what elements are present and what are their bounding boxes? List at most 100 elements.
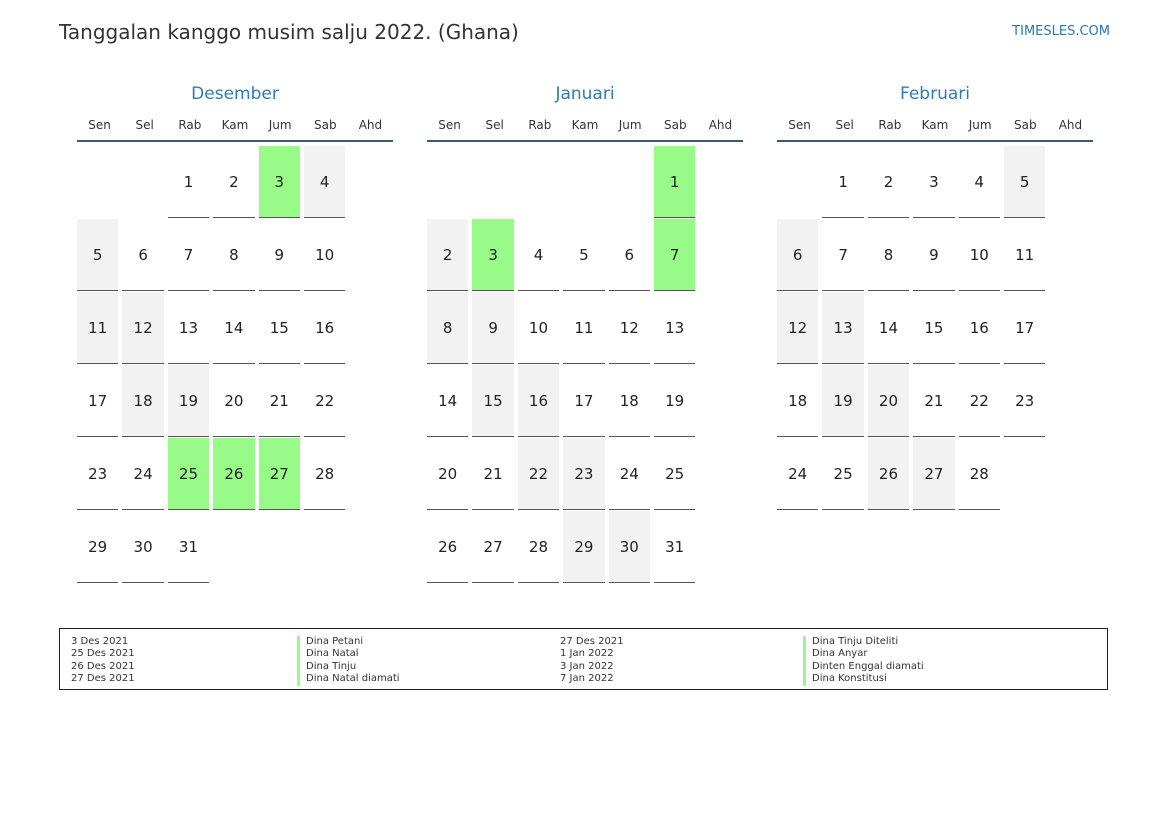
day-cell[interactable]: 24 xyxy=(608,438,654,511)
day-cell[interactable]: 1 xyxy=(822,146,867,219)
day-cell[interactable]: 3 xyxy=(913,146,958,219)
day-cell[interactable]: 22 xyxy=(517,438,563,511)
day-number: 30 xyxy=(608,511,650,583)
day-cell[interactable]: 23 xyxy=(563,438,608,511)
day-cell[interactable]: 16 xyxy=(517,365,563,438)
day-cell[interactable]: 21 xyxy=(913,365,958,438)
day-cell[interactable]: 28 xyxy=(303,438,349,511)
day-cell[interactable]: 14 xyxy=(427,365,472,438)
day-cell[interactable]: 15 xyxy=(472,365,517,438)
day-cell[interactable]: 4 xyxy=(303,146,349,219)
day-cell[interactable]: 2 xyxy=(867,146,913,219)
day-cell[interactable]: 18 xyxy=(777,365,822,438)
holiday-day-cell[interactable]: 7 xyxy=(653,219,699,292)
day-cell[interactable]: 27 xyxy=(472,511,517,584)
legend-holiday-name: Dina Tinju xyxy=(297,660,400,674)
day-cell[interactable]: 8 xyxy=(213,219,258,292)
day-cell[interactable]: 13 xyxy=(822,292,867,365)
day-cell[interactable]: 5 xyxy=(77,219,122,292)
day-cell[interactable]: 5 xyxy=(563,219,608,292)
day-cell[interactable]: 31 xyxy=(653,511,699,584)
day-cell[interactable]: 19 xyxy=(167,365,213,438)
day-number: 2 xyxy=(867,146,910,218)
day-cell[interactable]: 5 xyxy=(1003,146,1049,219)
day-cell[interactable]: 25 xyxy=(653,438,699,511)
day-cell[interactable]: 20 xyxy=(427,438,472,511)
day-cell[interactable]: 11 xyxy=(1003,219,1049,292)
site-link[interactable]: TIMESLES.COM xyxy=(1012,24,1110,39)
day-cell[interactable]: 13 xyxy=(167,292,213,365)
day-cell[interactable]: 24 xyxy=(777,438,822,511)
day-cell[interactable]: 12 xyxy=(777,292,822,365)
day-cell[interactable]: 8 xyxy=(427,292,472,365)
day-cell[interactable]: 10 xyxy=(517,292,563,365)
day-cell[interactable]: 26 xyxy=(867,438,913,511)
day-cell[interactable]: 12 xyxy=(122,292,167,365)
day-cell[interactable]: 11 xyxy=(563,292,608,365)
day-cell[interactable]: 28 xyxy=(958,438,1004,511)
day-cell[interactable]: 23 xyxy=(1003,365,1049,438)
day-cell[interactable]: 17 xyxy=(77,365,122,438)
day-cell[interactable]: 28 xyxy=(517,511,563,584)
day-cell[interactable]: 6 xyxy=(777,219,822,292)
day-cell[interactable]: 10 xyxy=(303,219,349,292)
month-name: Desember xyxy=(191,84,279,104)
day-cell[interactable]: 6 xyxy=(122,219,167,292)
holiday-day-cell[interactable]: 25 xyxy=(167,438,213,511)
holiday-day-cell[interactable]: 3 xyxy=(258,146,304,219)
day-cell[interactable]: 25 xyxy=(822,438,867,511)
day-cell[interactable]: 23 xyxy=(77,438,122,511)
day-cell[interactable]: 30 xyxy=(608,511,654,584)
day-cell[interactable]: 22 xyxy=(958,365,1004,438)
day-cell[interactable]: 19 xyxy=(653,365,699,438)
day-number: 6 xyxy=(608,219,650,291)
day-cell[interactable]: 19 xyxy=(822,365,867,438)
day-number: 13 xyxy=(822,292,864,364)
day-cell[interactable]: 9 xyxy=(472,292,517,365)
day-cell[interactable]: 17 xyxy=(563,365,608,438)
day-cell[interactable]: 21 xyxy=(472,438,517,511)
day-cell[interactable]: 8 xyxy=(867,219,913,292)
day-cell[interactable]: 15 xyxy=(913,292,958,365)
day-cell[interactable]: 9 xyxy=(258,219,304,292)
day-cell[interactable]: 20 xyxy=(867,365,913,438)
day-cell[interactable]: 24 xyxy=(122,438,167,511)
day-cell[interactable]: 31 xyxy=(167,511,213,584)
day-cell[interactable]: 27 xyxy=(913,438,958,511)
weekday-label: Jum xyxy=(968,118,992,132)
day-cell[interactable]: 30 xyxy=(122,511,167,584)
day-cell[interactable]: 2 xyxy=(427,219,472,292)
day-cell[interactable]: 15 xyxy=(258,292,304,365)
day-number: 19 xyxy=(167,365,210,437)
day-cell[interactable]: 12 xyxy=(608,292,654,365)
day-cell[interactable]: 6 xyxy=(608,219,654,292)
day-cell[interactable]: 4 xyxy=(517,219,563,292)
day-cell[interactable]: 16 xyxy=(958,292,1004,365)
day-cell[interactable]: 13 xyxy=(653,292,699,365)
day-cell[interactable]: 16 xyxy=(303,292,349,365)
legend-date: 3 Jan 2022 xyxy=(560,660,614,672)
day-cell[interactable]: 26 xyxy=(427,511,472,584)
holiday-day-cell[interactable]: 26 xyxy=(213,438,258,511)
day-cell[interactable]: 2 xyxy=(213,146,258,219)
day-cell[interactable]: 1 xyxy=(167,146,213,219)
day-cell[interactable]: 17 xyxy=(1003,292,1049,365)
day-cell[interactable]: 18 xyxy=(122,365,167,438)
day-cell[interactable]: 14 xyxy=(867,292,913,365)
day-cell[interactable]: 7 xyxy=(822,219,867,292)
day-cell[interactable]: 14 xyxy=(213,292,258,365)
day-cell[interactable]: 7 xyxy=(167,219,213,292)
day-cell[interactable]: 10 xyxy=(958,219,1004,292)
day-cell[interactable]: 4 xyxy=(958,146,1004,219)
holiday-day-cell[interactable]: 27 xyxy=(258,438,304,511)
day-cell[interactable]: 29 xyxy=(77,511,122,584)
day-cell[interactable]: 21 xyxy=(258,365,304,438)
day-cell[interactable]: 20 xyxy=(213,365,258,438)
day-cell[interactable]: 9 xyxy=(913,219,958,292)
day-cell[interactable]: 11 xyxy=(77,292,122,365)
day-cell[interactable]: 22 xyxy=(303,365,349,438)
day-cell[interactable]: 18 xyxy=(608,365,654,438)
day-cell[interactable]: 29 xyxy=(563,511,608,584)
holiday-day-cell[interactable]: 3 xyxy=(472,219,517,292)
holiday-day-cell[interactable]: 1 xyxy=(653,146,699,219)
